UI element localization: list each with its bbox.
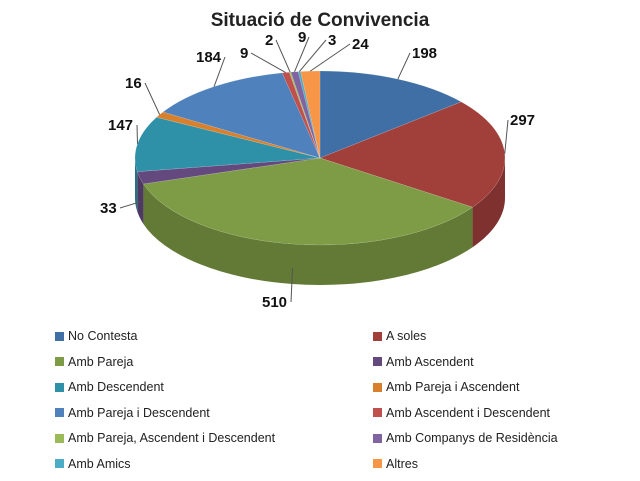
pie-slice-amb-pareja	[142, 157, 474, 246]
legend-swatch	[55, 433, 64, 443]
data-label-no-contesta: 198	[412, 45, 437, 62]
legend-item: Amb Ascendent	[373, 354, 585, 370]
leader-line	[144, 82, 161, 115]
legend-item: No Contesta	[55, 328, 373, 344]
pie-slice-no-contesta	[319, 70, 462, 159]
legend-swatch	[373, 382, 382, 392]
legend-label: A soles	[386, 329, 427, 343]
legend-swatch	[55, 408, 64, 417]
pie-slice-amb-pareja-i-ascendent	[155, 111, 321, 159]
legend-item: Altres	[373, 456, 585, 472]
pie-slice-amb-pareja-i-descendent	[162, 72, 321, 159]
data-label-a-soles: 297	[510, 112, 535, 129]
leader-line	[213, 56, 226, 87]
legend-swatch	[55, 382, 64, 392]
pie-slice-amb-ascendent-i-descendent	[281, 71, 321, 159]
legend-label: Amb Pareja i Descendent	[68, 405, 210, 420]
legend-swatch	[55, 357, 64, 366]
data-label-amb-descendent: 147	[108, 117, 133, 134]
pie-slice-amb-descendent	[134, 117, 321, 172]
legend-item: Amb Pareja i Ascendent	[373, 379, 585, 395]
pie-side-a-soles	[472, 158, 505, 248]
legend-label: Altres	[386, 456, 418, 471]
legend-swatch	[373, 459, 382, 468]
data-label-amb-pareja-ascendent-i-descendent: 2	[265, 32, 273, 49]
legend-item: A soles	[373, 328, 585, 344]
data-label-amb-amics: 3	[328, 32, 336, 49]
pie-slice-amb-ascendent	[136, 157, 321, 185]
legend-swatch	[373, 433, 382, 443]
legend-item: Amb Companys de Residència	[373, 430, 585, 446]
data-label-amb-pareja: 510	[262, 294, 287, 311]
leader-line	[397, 52, 411, 80]
data-label-amb-companys-de-reside-ncia: 9	[298, 29, 306, 46]
legend-item: Amb Pareja i Descendent	[55, 405, 373, 421]
legend-label: Amb Pareja	[68, 354, 134, 369]
legend-swatch	[373, 408, 382, 417]
legend-label: Amb Ascendent	[386, 354, 474, 369]
legend-item: Amb Amics	[55, 456, 373, 472]
legend-label: Amb Ascendent i Descendent	[386, 405, 550, 420]
legend-swatch	[373, 331, 382, 341]
leader-line	[309, 43, 351, 72]
legend-item: Amb Pareja	[55, 354, 373, 370]
legend-swatch	[373, 357, 382, 366]
legend-label: Amb Amics	[68, 456, 131, 471]
legend-label: Amb Pareja i Ascendent	[386, 380, 520, 394]
leader-line	[298, 39, 327, 72]
legend-label: Amb Pareja, Ascendent i Descendent	[68, 431, 276, 445]
chart-title: Situació de Convivencia	[210, 10, 430, 31]
pie-side-amb-pareja	[143, 183, 473, 285]
pie-slice-amb-companys-de-reside-ncia	[290, 71, 321, 159]
leader-line	[294, 36, 310, 73]
data-label-amb-pareja-i-ascendent: 16	[125, 75, 142, 92]
legend-label: No Contesta	[68, 329, 138, 343]
legend: No Contesta A soles Amb Pareja Amb Ascenden…	[55, 328, 585, 472]
legend-item: Amb Ascendent i Descendent	[373, 405, 585, 421]
leader-line	[504, 119, 509, 154]
legend-label: Amb Descendent	[68, 380, 164, 394]
data-label-amb-ascendent: 33	[100, 200, 117, 217]
data-label-amb-pareja-i-descendent: 184	[196, 49, 222, 66]
legend-item: Amb Descendent	[55, 379, 373, 395]
data-label-amb-ascendent-i-descendent: 9	[240, 45, 248, 62]
leader-line	[290, 268, 294, 303]
legend-label: Amb Companys de Residència	[386, 431, 558, 445]
leader-line	[119, 201, 141, 209]
legend-swatch	[55, 331, 64, 341]
pie-side-amb-ascendent	[137, 171, 144, 224]
leader-line	[275, 39, 291, 73]
pie-side-amb-descendent	[135, 158, 138, 212]
data-label-altres: 24	[352, 36, 369, 53]
leader-line	[250, 52, 286, 73]
legend-swatch	[55, 459, 64, 468]
legend-item: Amb Pareja, Ascendent i Descendent	[55, 430, 373, 446]
